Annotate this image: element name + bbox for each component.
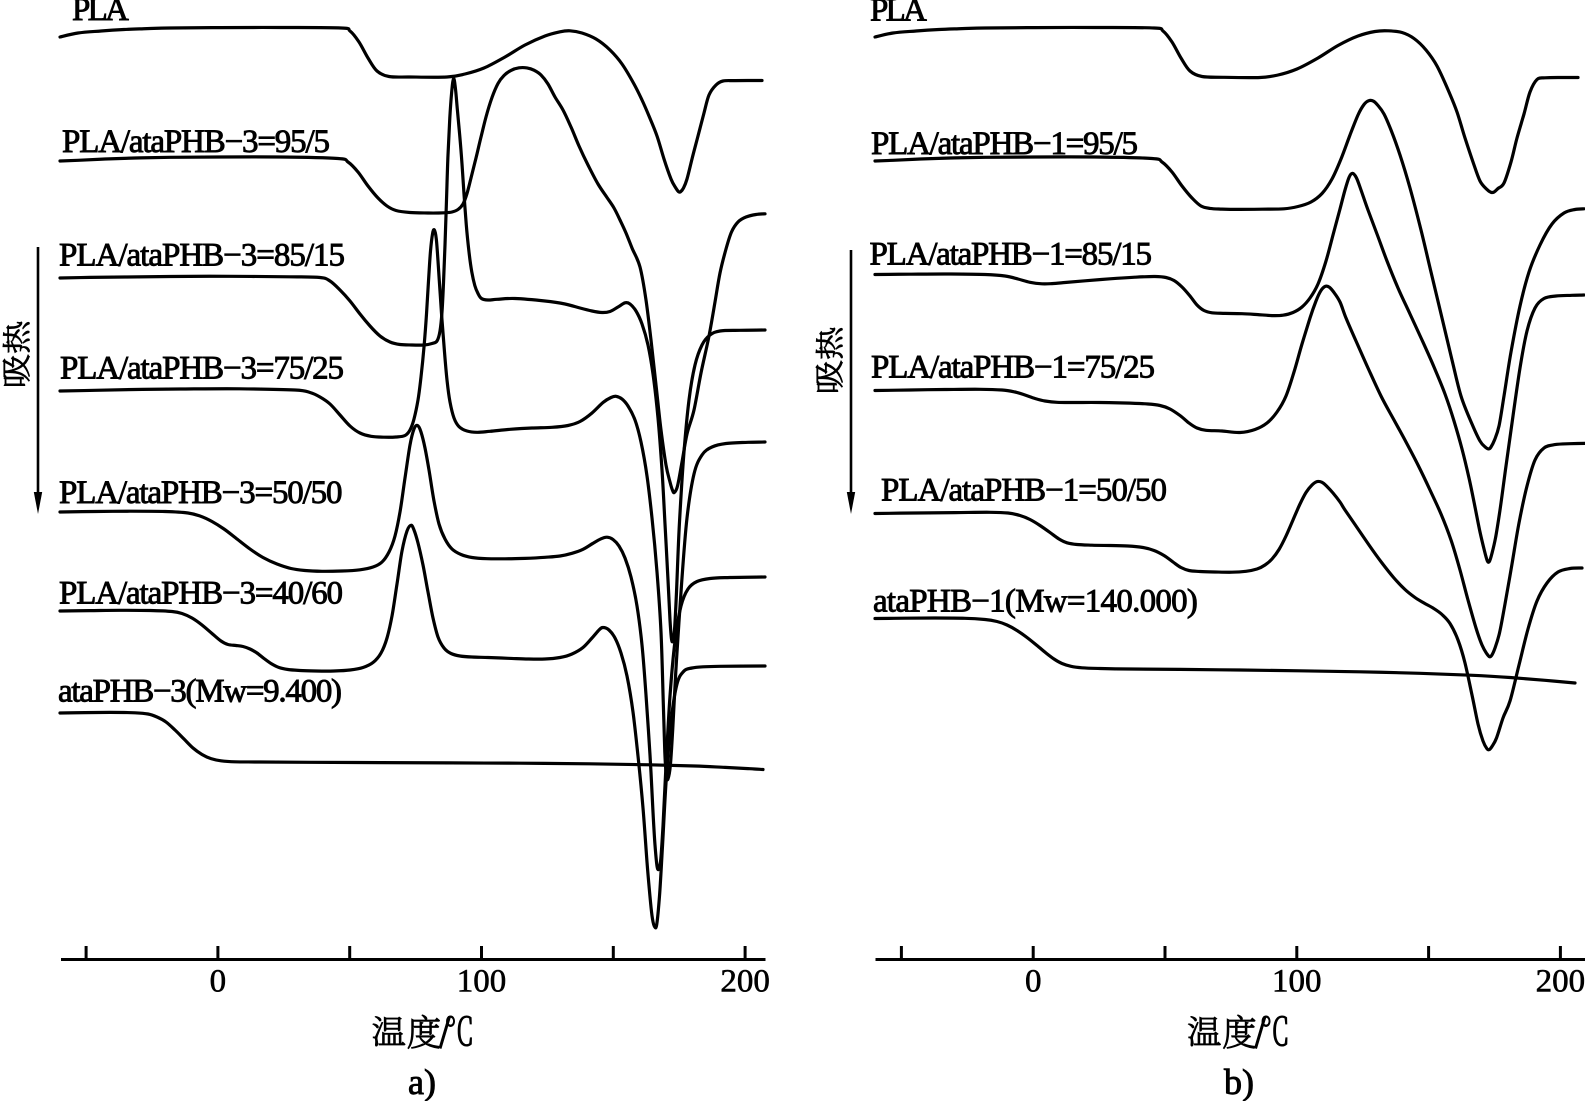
svg-text:ataPHB−1(Mw=140.000): ataPHB−1(Mw=140.000) (873, 584, 1197, 620)
svg-text:200: 200 (720, 964, 770, 1000)
svg-text:PLA/ataPHB−3=50/50: PLA/ataPHB−3=50/50 (59, 475, 342, 511)
svg-text:200: 200 (1536, 964, 1585, 1000)
svg-text:b): b) (1224, 1062, 1254, 1101)
svg-text:0: 0 (1025, 964, 1042, 1000)
svg-text:PLA/ataPHB−1=50/50: PLA/ataPHB−1=50/50 (881, 473, 1167, 509)
svg-text:PLA/ataPHB−1=85/15: PLA/ataPHB−1=85/15 (870, 237, 1152, 273)
svg-text:0: 0 (210, 964, 227, 1000)
svg-text:PLA: PLA (72, 0, 129, 28)
svg-text:PLA/ataPHB−3=95/5: PLA/ataPHB−3=95/5 (62, 124, 329, 160)
svg-text:100: 100 (1272, 964, 1322, 1000)
svg-text:PLA/ataPHB−3=75/25: PLA/ataPHB−3=75/25 (60, 351, 344, 387)
svg-text:PLA: PLA (870, 0, 927, 29)
svg-text:PLA/ataPHB−1=95/5: PLA/ataPHB−1=95/5 (871, 126, 1138, 162)
svg-text:PLA/ataPHB−1=75/25: PLA/ataPHB−1=75/25 (871, 350, 1155, 386)
svg-text:ataPHB−3(Mw=9.400): ataPHB−3(Mw=9.400) (58, 674, 341, 710)
svg-text:PLA/ataPHB−3=40/60: PLA/ataPHB−3=40/60 (59, 575, 343, 611)
svg-text:PLA/ataPHB−3=85/15: PLA/ataPHB−3=85/15 (59, 238, 345, 274)
svg-text:100: 100 (457, 964, 507, 1000)
svg-text:a): a) (408, 1062, 436, 1101)
